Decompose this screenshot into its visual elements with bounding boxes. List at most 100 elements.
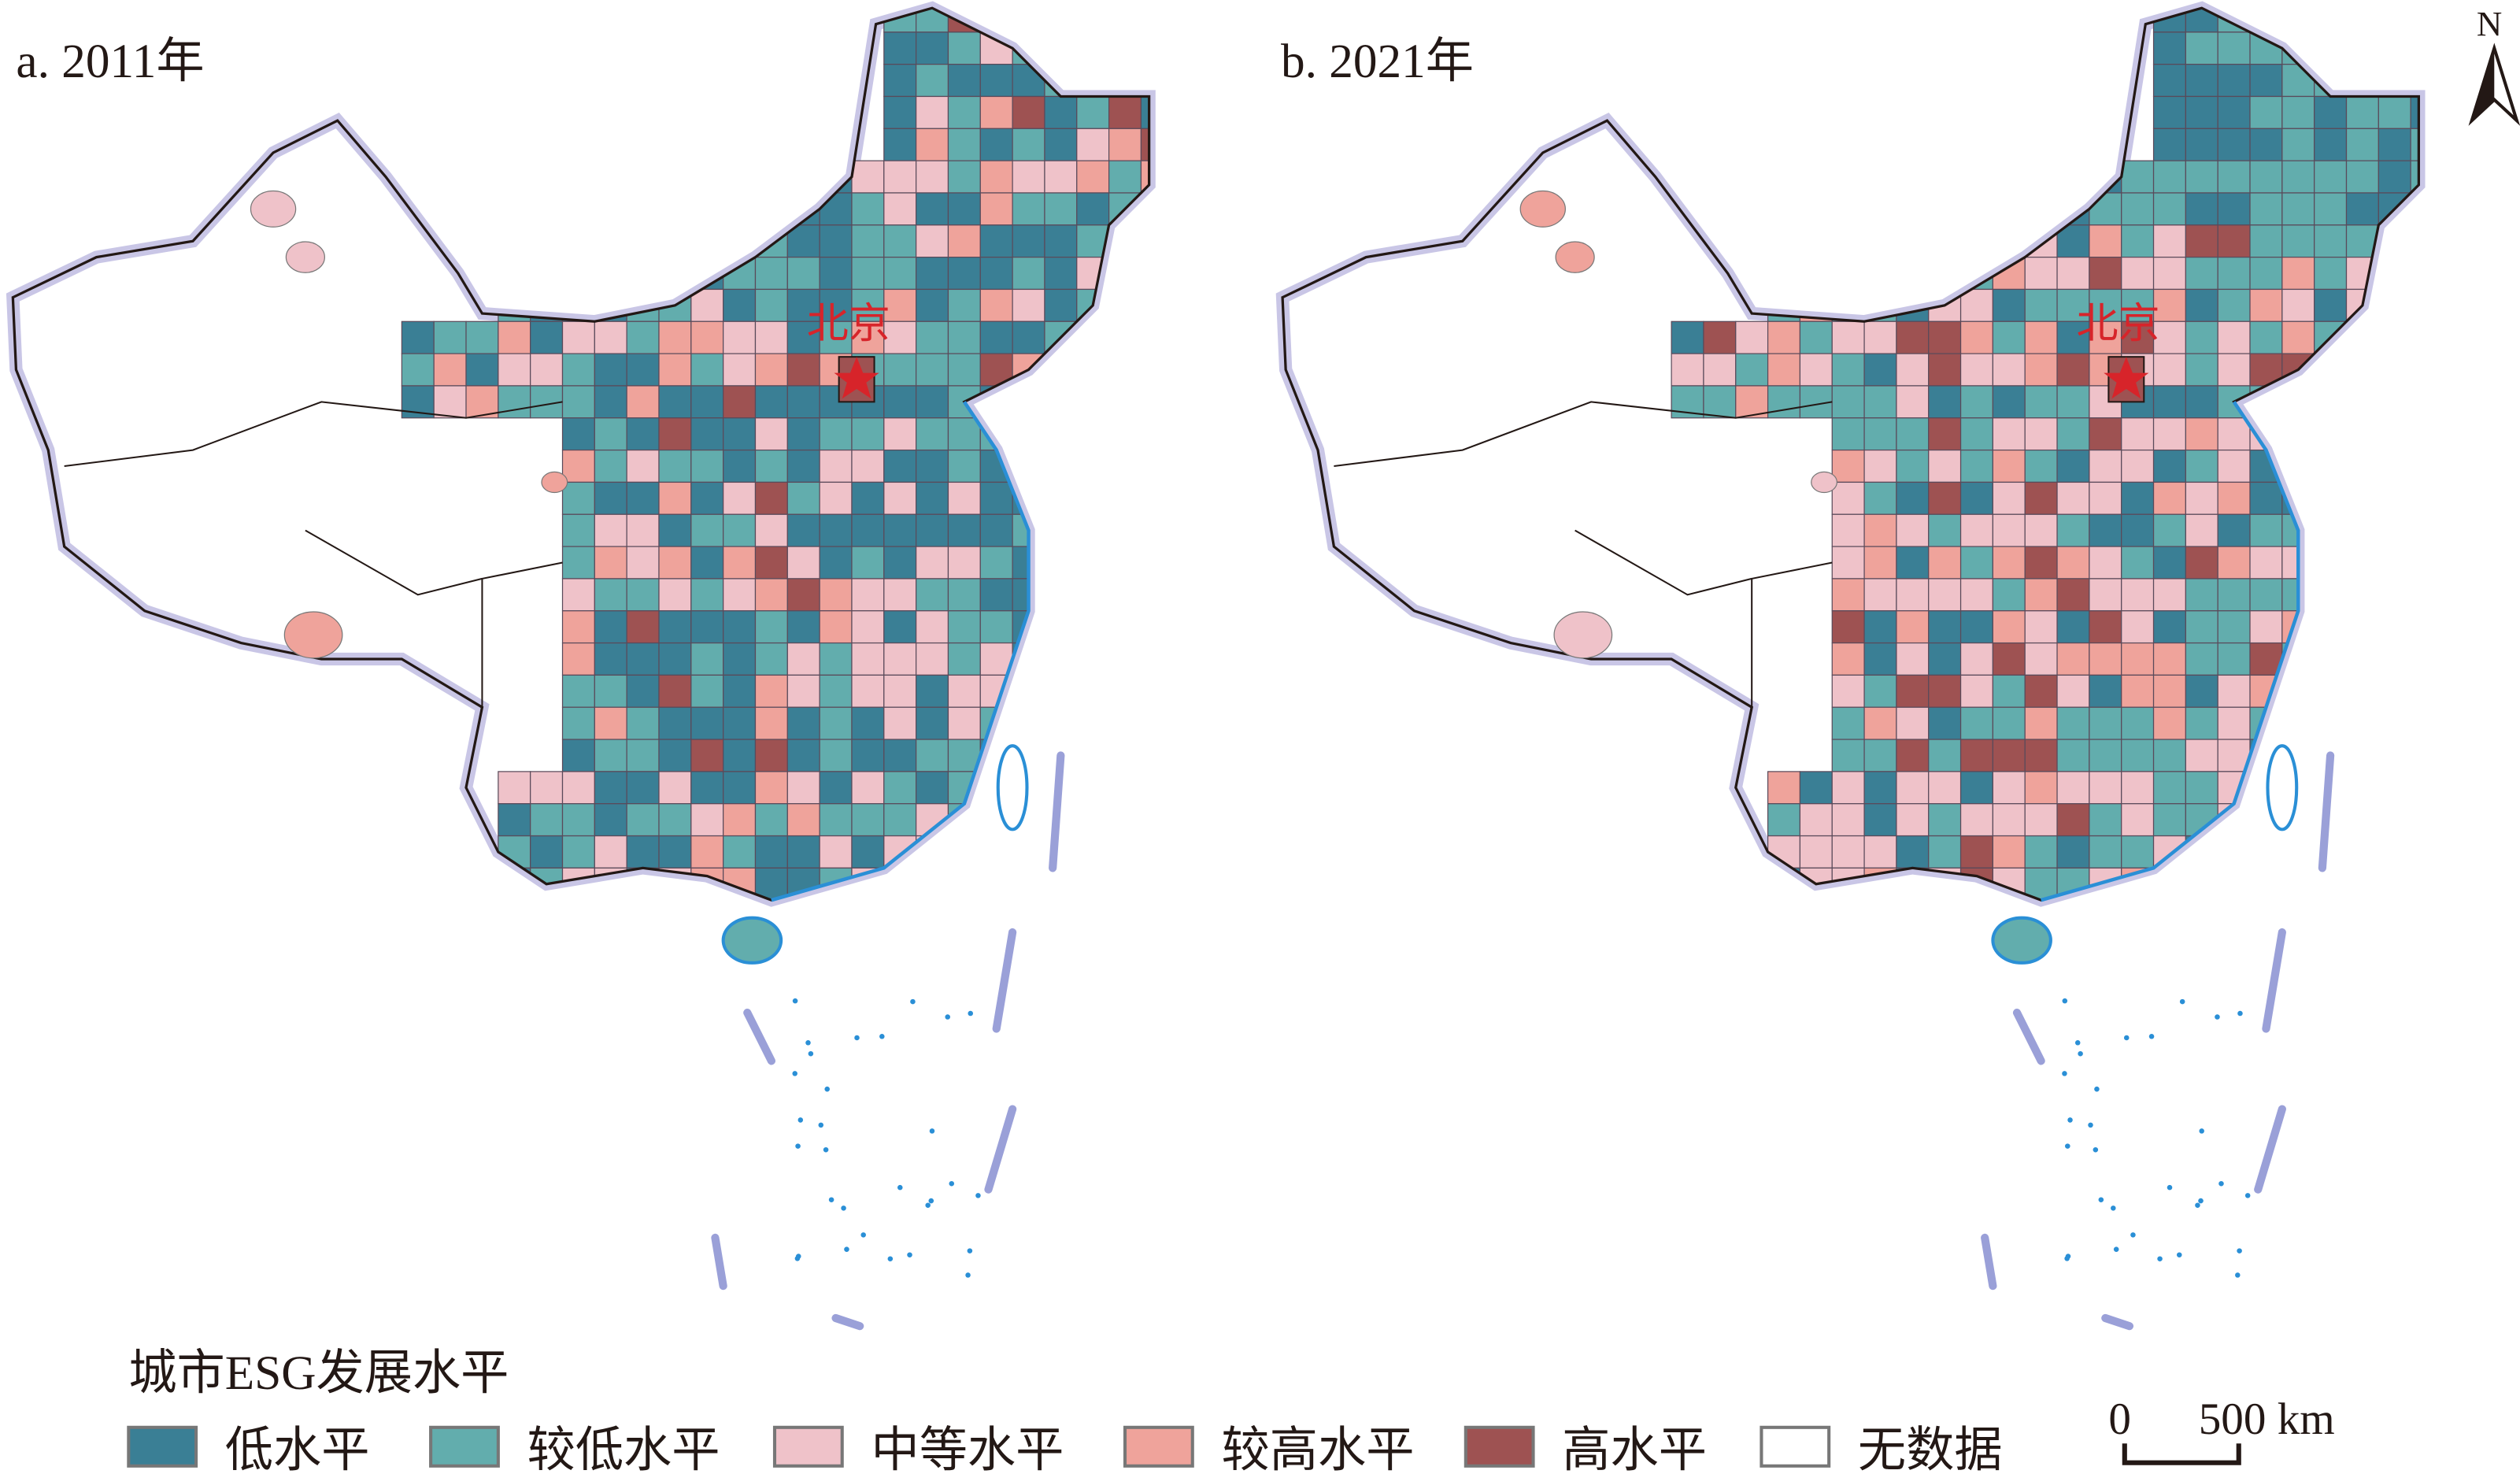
city-region — [2121, 771, 2155, 805]
city-region — [1896, 835, 1930, 868]
city-region — [2056, 771, 2090, 805]
city-region — [916, 578, 949, 612]
map-2021-title: b. 2021年 — [1281, 35, 1474, 88]
city-region — [1959, 706, 1994, 740]
legend-item: 高水平 — [1464, 1424, 1707, 1474]
city-region — [1799, 320, 1833, 354]
city-region — [2217, 642, 2251, 676]
city-region — [883, 803, 917, 837]
city-region — [2056, 803, 2090, 837]
island — [824, 1086, 830, 1092]
city-region — [2185, 128, 2218, 161]
city-region — [1140, 160, 1149, 194]
city-region — [723, 739, 757, 772]
legend-swatch — [1464, 1425, 1535, 1468]
city-region — [2345, 867, 2379, 901]
city-region — [2024, 288, 2058, 322]
island — [968, 1010, 974, 1017]
city-region — [626, 513, 660, 547]
city-region — [1140, 642, 1149, 676]
city-region — [851, 160, 885, 194]
city-region — [2281, 835, 2315, 868]
legend-item: 低水平 — [127, 1424, 370, 1474]
city-region — [883, 481, 917, 515]
city-region — [465, 385, 499, 419]
city-region — [947, 257, 981, 291]
city-region — [2056, 160, 2090, 194]
city-region — [561, 578, 595, 612]
city-region — [626, 385, 660, 419]
city-region — [754, 835, 788, 868]
city-region — [2378, 160, 2411, 194]
city-region — [2217, 64, 2251, 98]
city-region — [754, 739, 788, 772]
city-region — [1799, 803, 1833, 837]
city-region — [2056, 353, 2090, 387]
island — [928, 1198, 934, 1204]
city-region — [1012, 867, 1045, 901]
city-region — [2314, 31, 2348, 65]
city-region — [2314, 546, 2348, 580]
island — [897, 1184, 903, 1191]
city-region — [2345, 610, 2379, 644]
city-region — [690, 674, 724, 708]
city-region — [786, 546, 820, 580]
city-region — [2345, 160, 2379, 194]
city-region — [530, 353, 564, 387]
city-region — [433, 385, 467, 419]
city-region — [1928, 835, 1962, 868]
city-region — [1076, 578, 1110, 612]
city-region — [2121, 803, 2155, 837]
city-region — [947, 867, 981, 901]
city-region — [1044, 8, 1078, 33]
city-region — [1896, 192, 1930, 226]
city-region — [2152, 771, 2186, 805]
city-region — [626, 257, 660, 291]
city-region — [690, 224, 724, 258]
city-region — [1012, 449, 1045, 483]
city-region — [2314, 192, 2348, 226]
city-region — [658, 192, 692, 226]
city-region — [2410, 128, 2419, 161]
city-region — [1863, 899, 1897, 901]
city-region — [2056, 835, 2090, 868]
city-region — [690, 578, 724, 612]
city-region — [1896, 803, 1930, 837]
city-region — [851, 481, 885, 515]
city-region — [1896, 481, 1930, 515]
city-region — [883, 320, 917, 354]
city-region — [883, 128, 917, 161]
city-region — [2056, 674, 2090, 708]
city-region — [883, 642, 917, 676]
city-region — [2314, 610, 2348, 644]
city-region — [2281, 385, 2315, 419]
hainan-island — [1991, 916, 2052, 965]
island — [949, 1180, 955, 1187]
city-region — [2378, 385, 2411, 419]
city-region — [2345, 385, 2379, 419]
city-region — [626, 899, 660, 901]
city-region — [594, 481, 627, 515]
city-region — [819, 771, 853, 805]
city-region — [658, 417, 692, 451]
city-region — [690, 803, 724, 837]
city-region — [658, 160, 692, 194]
city-region — [594, 674, 627, 708]
city-region — [1012, 8, 1045, 33]
city-region — [883, 224, 917, 258]
city-region — [786, 578, 820, 612]
city-region — [1671, 320, 1704, 354]
city-region — [2024, 192, 2058, 226]
city-region — [1076, 899, 1110, 901]
city-region — [2217, 31, 2251, 65]
city-region — [979, 867, 1013, 901]
city-region — [1076, 8, 1110, 33]
city-region — [916, 481, 949, 515]
city-region — [2152, 546, 2186, 580]
city-region — [2024, 481, 2058, 515]
island — [860, 1232, 866, 1238]
city-region — [2378, 867, 2411, 901]
city-region — [1076, 128, 1110, 161]
city-region — [754, 642, 788, 676]
city-region — [1863, 642, 1897, 676]
